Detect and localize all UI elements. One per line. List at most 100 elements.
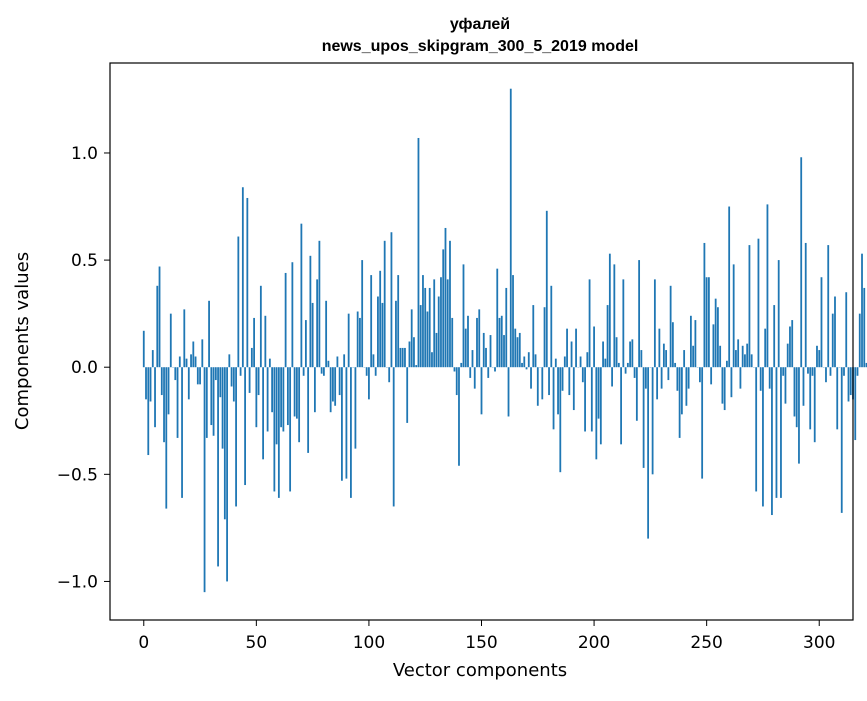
bar-component-173 xyxy=(532,305,534,367)
bar-component-295 xyxy=(807,367,809,373)
bar-component-251 xyxy=(708,277,710,367)
bar-component-37 xyxy=(226,367,228,581)
bar-component-126 xyxy=(427,312,429,368)
bar-component-80 xyxy=(323,367,325,376)
bar-component-70 xyxy=(300,224,302,368)
bar-component-245 xyxy=(694,320,696,367)
bar-component-314 xyxy=(850,367,852,395)
bar-component-247 xyxy=(699,367,701,382)
bar-component-76 xyxy=(314,367,316,412)
y-tick-label: 1.0 xyxy=(71,144,98,164)
bar-component-151 xyxy=(483,333,485,367)
bar-component-214 xyxy=(625,367,627,373)
bar-component-308 xyxy=(836,367,838,429)
bar-component-83 xyxy=(330,367,332,412)
bar-component-234 xyxy=(670,286,672,367)
bar-component-305 xyxy=(830,367,832,376)
bar-component-297 xyxy=(812,367,814,376)
bar-component-82 xyxy=(328,361,330,367)
bar-component-41 xyxy=(235,367,237,506)
bar-component-252 xyxy=(710,367,712,384)
plot-frame xyxy=(110,63,853,620)
bar-component-144 xyxy=(467,316,469,367)
bar-component-243 xyxy=(690,316,692,367)
bar-component-291 xyxy=(798,367,800,463)
bar-component-5 xyxy=(154,367,156,427)
bar-component-56 xyxy=(269,359,271,368)
bar-component-60 xyxy=(278,367,280,498)
bar-component-157 xyxy=(496,269,498,368)
bar-component-233 xyxy=(667,367,669,380)
bar-component-44 xyxy=(242,187,244,367)
bar-component-201 xyxy=(595,367,597,459)
bar-component-86 xyxy=(337,357,339,368)
bar-component-143 xyxy=(465,329,467,368)
bar-component-21 xyxy=(190,354,192,367)
bar-component-100 xyxy=(368,367,370,399)
bar-component-204 xyxy=(602,342,604,368)
bar-component-236 xyxy=(674,363,676,367)
bar-component-248 xyxy=(701,367,703,478)
bar-component-206 xyxy=(607,305,609,367)
bar-component-2 xyxy=(147,367,149,455)
bar-component-134 xyxy=(445,228,447,367)
bar-component-130 xyxy=(436,333,438,367)
bar-component-32 xyxy=(215,367,217,380)
bar-component-212 xyxy=(620,367,622,444)
bar-component-220 xyxy=(638,260,640,367)
bar-component-196 xyxy=(584,367,586,431)
bar-component-42 xyxy=(237,237,239,368)
bar-component-123 xyxy=(420,305,422,367)
bar-component-81 xyxy=(325,301,327,367)
bar-component-296 xyxy=(809,367,811,429)
bar-component-71 xyxy=(303,367,305,376)
bar-component-146 xyxy=(472,350,474,367)
bar-component-280 xyxy=(773,305,775,367)
bar-component-109 xyxy=(388,367,390,382)
bar-component-221 xyxy=(640,350,642,367)
bar-component-3 xyxy=(150,367,152,401)
bar-component-49 xyxy=(253,318,255,367)
bar-component-137 xyxy=(451,318,453,367)
bar-component-198 xyxy=(589,279,591,367)
bar-component-254 xyxy=(715,299,717,368)
bar-component-92 xyxy=(350,367,352,498)
bar-component-39 xyxy=(231,367,233,386)
bar-component-89 xyxy=(343,354,345,367)
bar-component-61 xyxy=(280,367,282,427)
bar-component-107 xyxy=(384,241,386,367)
bar-component-260 xyxy=(728,207,730,368)
bar-component-194 xyxy=(580,357,582,368)
bar-component-58 xyxy=(273,367,275,491)
bar-component-156 xyxy=(494,367,496,371)
bar-component-187 xyxy=(564,357,566,368)
bar-component-181 xyxy=(550,286,552,367)
bar-component-31 xyxy=(213,367,215,436)
bar-component-101 xyxy=(370,275,372,367)
bar-component-64 xyxy=(287,367,289,425)
bar-component-139 xyxy=(456,367,458,395)
bar-component-235 xyxy=(672,322,674,367)
bar-component-35 xyxy=(222,367,224,448)
bar-component-8 xyxy=(161,367,163,395)
bar-component-170 xyxy=(526,367,528,369)
bar-component-223 xyxy=(645,367,647,388)
bar-component-127 xyxy=(429,288,431,367)
bar-component-208 xyxy=(611,367,613,386)
bar-component-218 xyxy=(634,367,636,378)
bar-component-33 xyxy=(217,367,219,566)
bar-component-69 xyxy=(298,367,300,442)
bar-component-255 xyxy=(717,307,719,367)
bar-component-292 xyxy=(800,157,802,367)
bar-component-283 xyxy=(780,367,782,498)
bar-component-85 xyxy=(334,367,336,406)
bar-component-209 xyxy=(613,264,615,367)
bar-component-30 xyxy=(210,367,212,425)
bar-component-159 xyxy=(501,316,503,367)
bar-component-192 xyxy=(575,329,577,368)
bar-component-55 xyxy=(267,367,269,431)
bar-component-293 xyxy=(803,367,805,406)
x-tick-label: 150 xyxy=(465,633,497,653)
bar-component-256 xyxy=(719,346,721,367)
